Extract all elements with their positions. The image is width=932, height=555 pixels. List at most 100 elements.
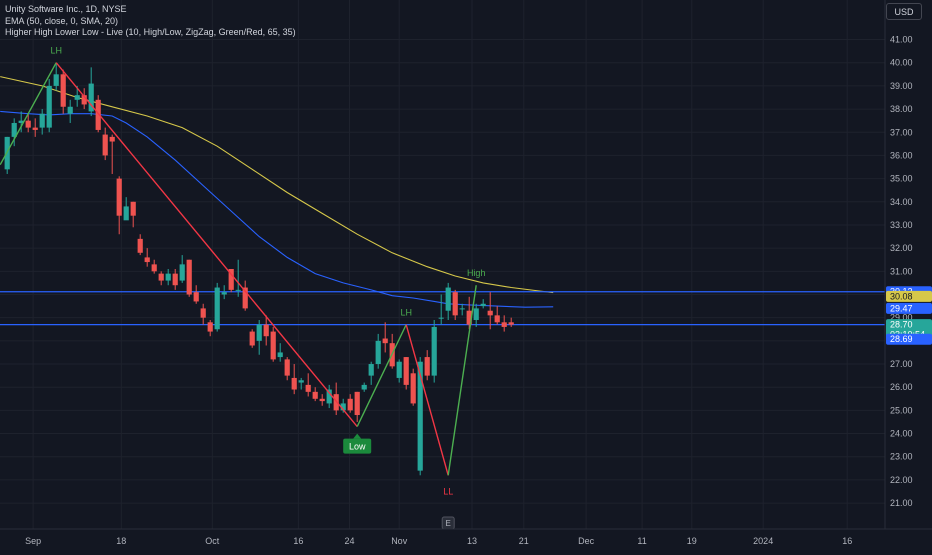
zigzag-segment: [55, 62, 358, 428]
candle-body: [18, 120, 24, 123]
candle-body: [361, 384, 367, 390]
candle: [32, 118, 38, 137]
candle-body: [305, 384, 311, 392]
x-tick-label: 19: [687, 536, 697, 546]
candle-body: [67, 106, 73, 114]
y-axis-ticks: 21.0022.0023.0024.0025.0026.0027.0028.00…: [890, 35, 913, 509]
candle: [53, 62, 59, 91]
candle-body: [235, 289, 241, 291]
candle: [396, 359, 402, 383]
x-tick-label: Sep: [25, 536, 41, 546]
price-label-text: 30.08: [890, 291, 913, 301]
candle-body: [487, 310, 493, 316]
candle-body: [88, 83, 94, 112]
candle-body: [74, 95, 80, 100]
candle: [256, 319, 262, 355]
y-tick-label: 34.00: [890, 197, 913, 207]
candle-body: [263, 324, 269, 337]
earnings-event-marker: E: [441, 516, 455, 530]
candle-body: [340, 403, 346, 411]
candle: [172, 269, 178, 290]
y-tick-label: 21.00: [890, 498, 913, 508]
candle: [179, 255, 185, 283]
y-tick-label: 36.00: [890, 150, 913, 160]
candle-body: [200, 308, 206, 318]
y-tick-label: 41.00: [890, 35, 913, 45]
candle: [354, 391, 360, 422]
candle: [137, 234, 143, 256]
candle-body: [144, 257, 150, 263]
x-axis-ticks: Sep 18 Oct 16 24 Nov 13 21 Dec 11 19 2024 16: [25, 536, 852, 546]
candle-body: [39, 113, 45, 128]
candle: [18, 111, 24, 133]
candle: [214, 282, 220, 332]
zigzag-segment: [356, 324, 407, 427]
candle-body: [480, 303, 486, 307]
candle: [158, 271, 164, 286]
candle-body: [116, 178, 122, 216]
candle-body: [158, 273, 164, 281]
candle: [298, 377, 304, 390]
price-label-box: [886, 302, 932, 314]
candle: [403, 357, 409, 390]
zigzag-segment: [405, 324, 449, 476]
y-tick-label: 35.00: [890, 174, 913, 184]
candle-body: [312, 391, 318, 399]
x-tick-label: 11: [637, 536, 646, 546]
candle: [102, 127, 108, 161]
candle-body: [354, 391, 360, 416]
price-label-box: [886, 290, 932, 302]
candle: [81, 88, 87, 110]
candle: [382, 322, 388, 353]
candle-body: [249, 331, 255, 346]
currency-button[interactable]: USD: [886, 3, 922, 20]
candle-body: [501, 322, 507, 327]
candle: [368, 361, 374, 385]
candle-body: [508, 322, 514, 325]
pivot-label-high: LH: [400, 308, 412, 318]
price-axis-area: [885, 0, 932, 550]
candle: [207, 319, 213, 337]
candle-body: [452, 292, 458, 316]
candle-body: [368, 364, 374, 376]
x-tick-label: 21: [519, 536, 529, 546]
candle: [123, 197, 129, 221]
label-box: [343, 438, 372, 454]
y-tick-label: 40.00: [890, 58, 913, 68]
label-text: Low: [349, 442, 366, 452]
x-tick-label: 16: [842, 536, 852, 546]
candle-body: [172, 273, 178, 286]
candle: [347, 394, 353, 413]
candle: [291, 364, 297, 395]
candle-body: [193, 292, 199, 302]
x-tick-label: 2024: [753, 536, 773, 546]
candle: [221, 285, 227, 300]
candle: [60, 69, 66, 114]
time-axis-area: [0, 529, 932, 550]
candle-body: [207, 322, 213, 332]
candle: [494, 306, 500, 325]
candle: [480, 299, 486, 309]
candle-body: [242, 287, 248, 309]
candle: [319, 394, 325, 406]
candle: [487, 292, 493, 330]
candle-body: [25, 120, 31, 128]
candle: [452, 289, 458, 320]
candle: [39, 109, 45, 135]
candle: [186, 259, 192, 297]
candle: [263, 315, 269, 346]
candle-body: [438, 317, 444, 319]
candle-body: [459, 308, 465, 310]
candle-body: [396, 361, 402, 378]
candle: [445, 282, 451, 320]
candle-body: [123, 206, 129, 221]
price-label-box: [886, 333, 932, 345]
y-tick-label: 25.00: [890, 405, 913, 415]
pivot-label-low: LL: [443, 486, 453, 496]
event-marker-text: E: [446, 519, 451, 528]
candle: [277, 343, 283, 362]
candle-body: [46, 85, 52, 128]
